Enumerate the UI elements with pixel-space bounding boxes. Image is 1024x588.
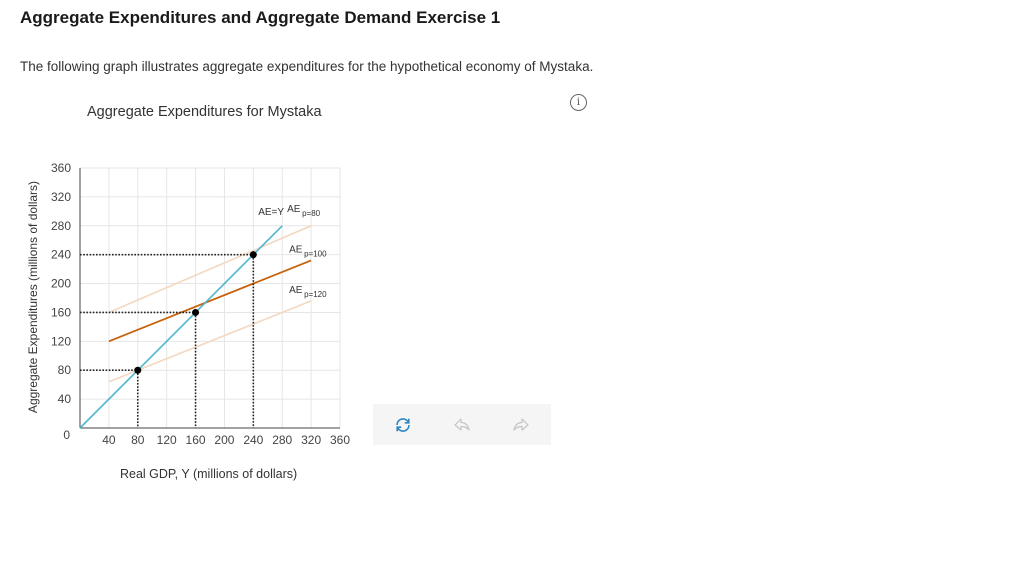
y-tick-label: 200 [51,277,71,291]
redo-icon-graphic [513,418,529,431]
y-tick-label: 160 [51,305,71,319]
y-tick-label: 120 [51,334,71,348]
x-tick-label: 240 [243,433,263,447]
x-tick-label: 80 [131,433,145,447]
x-tick-label: 160 [186,433,206,447]
series-label: AE [289,285,303,296]
undo-icon-graphic [454,418,470,431]
y-tick-label: 320 [51,190,71,204]
origin-label: 0 [63,428,70,442]
series-label: AE [289,244,303,255]
x-tick-label: 320 [301,433,321,447]
series-line [108,259,312,343]
x-tick-label: 200 [214,433,234,447]
intro-text: The following graph illustrates aggregat… [20,59,594,74]
x-tick-label: 360 [330,433,350,447]
reset-icon-graphic [396,418,410,432]
series-line [108,300,312,383]
page-title: Aggregate Expenditures and Aggregate Dem… [20,8,501,27]
chart-title: Aggregate Expenditures for Mystaka [87,104,322,120]
x-axis-label: Real GDP, Y (millions of dollars) [120,467,298,481]
x-tick-label: 40 [102,433,116,447]
equilibrium-point [249,251,257,259]
series-line [79,225,283,429]
equilibrium-point [192,308,200,316]
redo-icon[interactable] [508,412,534,438]
y-tick-label: 360 [51,161,71,175]
series-label-subscript: p=80 [302,209,321,218]
series-label: AE=Y [258,207,284,218]
graph-toolbar [373,404,551,445]
info-icon[interactable]: i [570,94,587,111]
series-label-subscript: p=100 [304,249,327,258]
y-axis-label: Aggregate Expenditures (millions of doll… [26,180,40,414]
y-tick-label: 40 [58,392,72,406]
x-tick-label: 280 [272,433,292,447]
y-tick-label: 240 [51,248,71,262]
y-tick-label: 280 [51,219,71,233]
equilibrium-point [134,366,142,374]
y-tick-label: 80 [58,363,72,377]
series-label-subscript: p=120 [304,290,327,299]
x-tick-label: 120 [157,433,177,447]
series-label: AE [287,204,301,215]
undo-icon[interactable] [449,412,475,438]
series-line [108,225,312,314]
reset-icon[interactable] [390,412,416,438]
